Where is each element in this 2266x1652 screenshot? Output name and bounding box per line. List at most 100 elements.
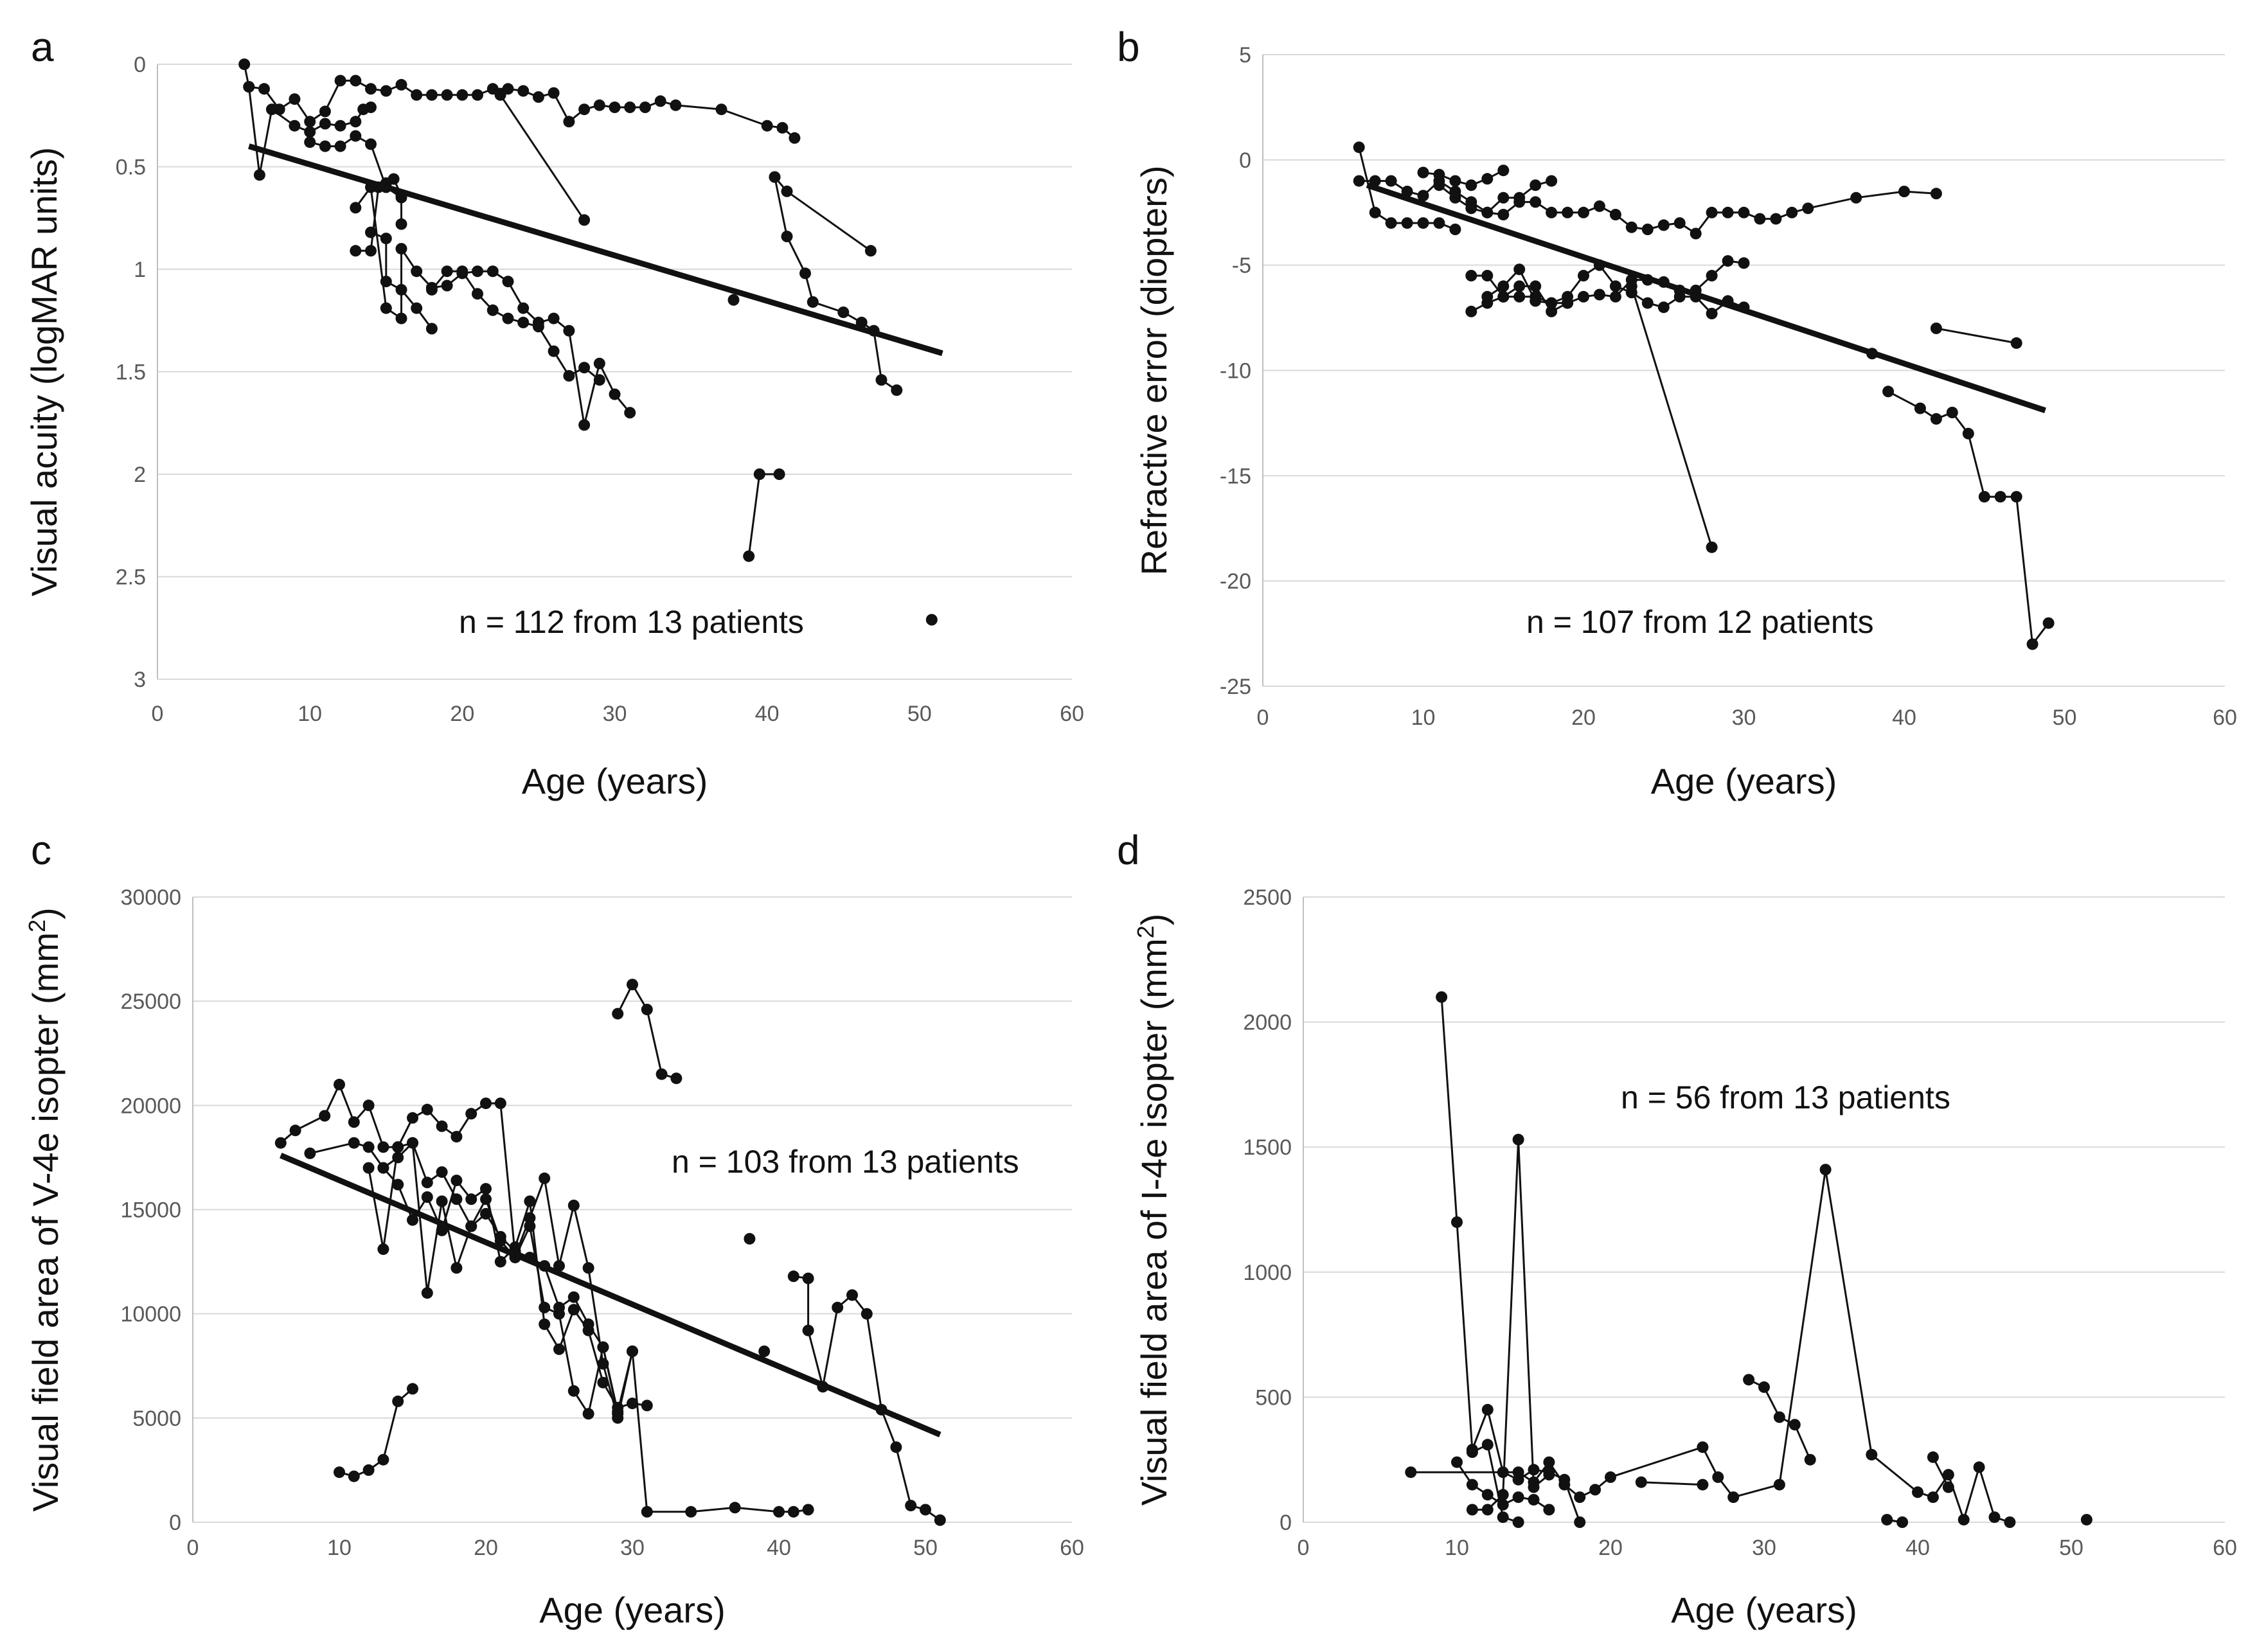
data-point (1758, 1381, 1770, 1393)
y-axis-title-main: Visual field area of V-4e isopter (mm (25, 932, 66, 1512)
data-point (861, 1308, 873, 1320)
trend-line (1366, 182, 2046, 414)
series-line (747, 473, 780, 556)
data-point (789, 132, 801, 144)
data-point (1481, 173, 1494, 185)
data-point (1882, 386, 1895, 398)
data-point (1609, 280, 1621, 292)
data-point (1706, 270, 1718, 281)
data-point (456, 89, 468, 101)
data-point (1449, 175, 1461, 187)
data-point (348, 1116, 360, 1128)
x-tick-label: 60 (2213, 706, 2237, 730)
series-line (616, 982, 677, 1079)
x-tick-label: 20 (1598, 1536, 1623, 1560)
data-point (1481, 1504, 1494, 1516)
x-axis-title: Age (years) (522, 761, 708, 801)
data-point (593, 99, 605, 111)
y-tick-label: 0 (134, 53, 146, 77)
data-point (582, 1262, 594, 1274)
data-point (1433, 168, 1445, 181)
data-point (846, 1289, 858, 1301)
data-point (890, 1441, 902, 1453)
x-tick-label: 0 (1298, 1536, 1310, 1560)
data-point (465, 1220, 477, 1232)
y-tick-label: 2500 (1243, 885, 1292, 910)
data-point (597, 1376, 609, 1389)
x-axis-title: Age (years) (1651, 761, 1837, 801)
data-point (1466, 1504, 1478, 1516)
data-point (612, 1406, 624, 1418)
series-patient-8 (1881, 1514, 1909, 1528)
data-point (807, 296, 819, 308)
data-point (425, 323, 438, 335)
series-patient-1 (238, 58, 801, 144)
data-point (1625, 221, 1637, 233)
series-patient-1 (1353, 141, 1461, 235)
series-patient-1 (1405, 1164, 2016, 1528)
data-point (773, 1505, 785, 1518)
y-tick-label: 0.5 (116, 155, 146, 180)
data-point (289, 120, 301, 132)
data-point (365, 83, 377, 95)
data-point (758, 1346, 771, 1357)
data-point (787, 1505, 799, 1518)
data-point (2010, 491, 2022, 503)
data-point (289, 1124, 301, 1137)
y-axis-title-end: ) (1134, 914, 1174, 926)
y-tick-label: 25000 (120, 990, 181, 1014)
series-line (247, 86, 371, 175)
data-point (365, 226, 377, 238)
data-point (624, 102, 636, 113)
data-point (593, 357, 605, 369)
data-point (411, 89, 423, 101)
data-point (593, 374, 605, 386)
data-point (1743, 1374, 1755, 1386)
data-point (1513, 263, 1526, 276)
series-patient-6 (1465, 255, 1750, 317)
data-point (517, 302, 530, 314)
data-point (411, 302, 423, 314)
data-point (436, 1195, 448, 1207)
data-point (532, 321, 544, 333)
data-point (243, 81, 255, 93)
data-point (465, 1108, 477, 1120)
data-point (1593, 289, 1605, 301)
data-point (319, 140, 331, 152)
data-point (365, 138, 377, 150)
series-patient-7 (744, 1232, 756, 1245)
data-point (1481, 290, 1494, 303)
data-point (407, 1214, 418, 1226)
data-point (2010, 337, 2022, 349)
data-point (1481, 1439, 1494, 1451)
data-point (1543, 1504, 1555, 1516)
data-point (1562, 206, 1574, 218)
x-tick-label: 40 (1905, 1536, 1930, 1560)
data-point (524, 1220, 536, 1232)
data-point (1578, 270, 1589, 281)
data-point (539, 1172, 551, 1184)
data-point (392, 1178, 404, 1191)
data-point (715, 103, 727, 116)
data-point (1353, 175, 1365, 187)
panel-d: d 0 500 1000 1500 2000 2500 0 10 20 30 40 50 60 Age (… (1117, 827, 2237, 1630)
data-point (1530, 295, 1542, 307)
data-point (1942, 1469, 1954, 1481)
data-point (480, 1183, 492, 1195)
y-axis-title: Visual field area of V-4e isopter (mm2) (24, 907, 66, 1511)
y-tick-label: -5 (1232, 254, 1251, 278)
data-point (238, 58, 251, 70)
series-patient-10 (769, 171, 903, 396)
data-point (377, 1243, 389, 1256)
series-line (355, 184, 631, 425)
data-point (395, 218, 407, 230)
y-tick-label: 3 (134, 668, 146, 692)
series-line (499, 94, 585, 221)
data-point (1930, 413, 1942, 425)
series-line (368, 1141, 619, 1417)
data-point (1528, 1494, 1540, 1505)
data-point (1770, 213, 1782, 225)
data-point (334, 1466, 345, 1479)
data-point (744, 1232, 756, 1245)
data-point (1593, 200, 1605, 212)
